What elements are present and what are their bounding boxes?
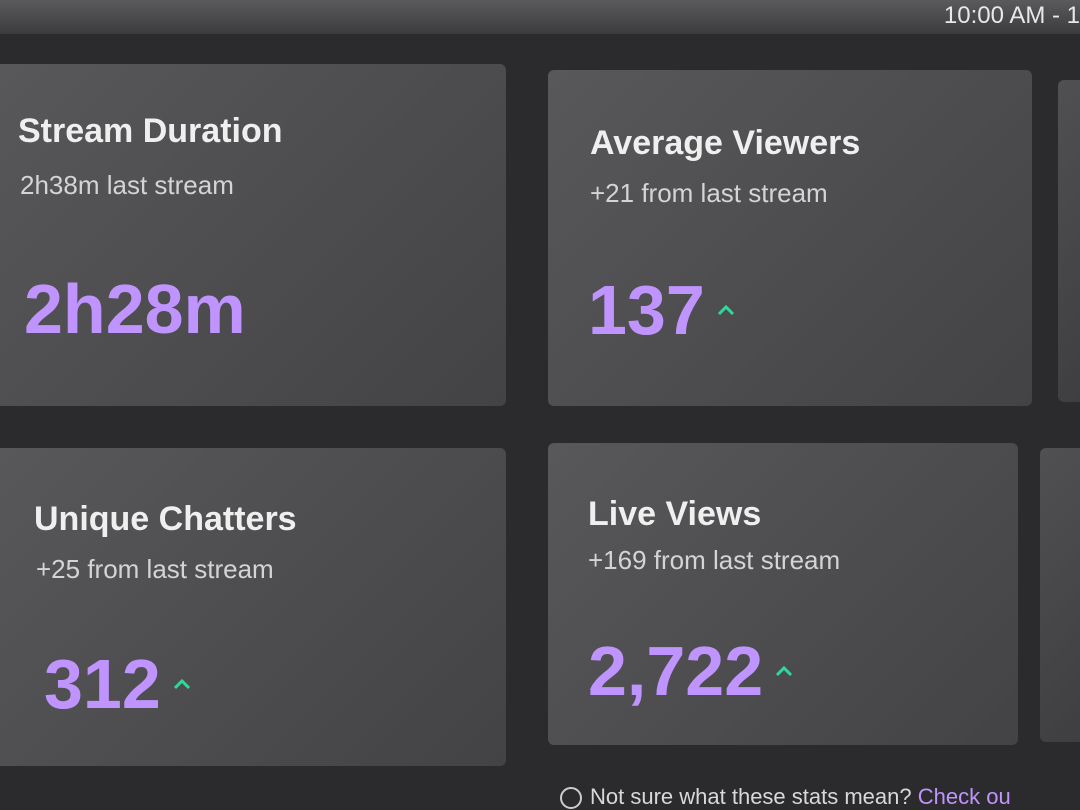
card-value: 2h28m: [24, 270, 246, 348]
stat-card-partial: [1040, 448, 1080, 742]
stat-card: Average Viewers +21 from last stream 137: [548, 70, 1032, 406]
card-subtitle: 2h38m last stream: [20, 170, 234, 200]
top-bar: 10:00 AM - 1: [0, 0, 1080, 34]
card-subtitle: +21 from last stream: [590, 178, 828, 208]
card-subtitle: +169 from last stream: [588, 545, 841, 575]
card-value: 312: [44, 645, 161, 723]
footer: Not sure what these stats mean? Check ou: [560, 784, 1011, 810]
card-title: Average Viewers: [590, 124, 861, 162]
card-title: Live Views: [588, 495, 762, 533]
trend-up-icon: [173, 678, 190, 690]
stat-card-partial: [1058, 80, 1080, 402]
footer-text: Not sure what these stats mean?: [590, 784, 912, 809]
trend-up-icon: [717, 304, 734, 316]
card-subtitle: +25 from last stream: [36, 554, 274, 584]
card-value-row: 2,722: [588, 631, 793, 711]
footer-link[interactable]: Check ou: [917, 784, 1011, 809]
card-title: Stream Duration: [18, 112, 283, 150]
stat-card: Stream Duration 2h38m last stream 2h28m: [0, 64, 506, 406]
time: 10:00 AM - 1: [943, 2, 1080, 29]
card-title: Unique Chatters: [34, 500, 297, 538]
card-value-row: 2h28m: [24, 269, 246, 349]
card-value: 2,722: [588, 632, 764, 710]
card-value-row: 137: [588, 270, 735, 350]
card-value: 137: [588, 271, 705, 349]
card-value-row: 312: [44, 644, 191, 724]
stat-card: Live Views +169 from last stream 2,722: [548, 443, 1018, 745]
trend-up-icon: [776, 665, 793, 677]
stat-card: Unique Chatters +25 from last stream 312: [0, 448, 506, 766]
help-icon: [560, 787, 582, 810]
